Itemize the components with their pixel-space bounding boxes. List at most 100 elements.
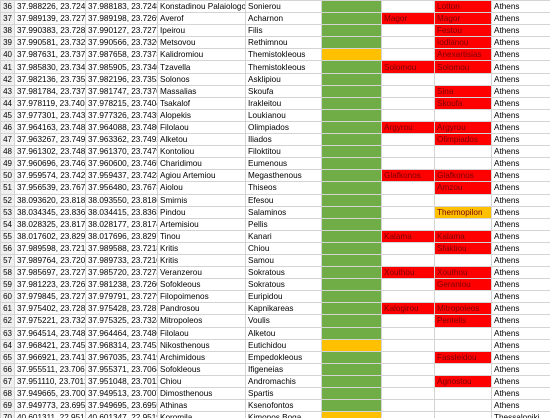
cell-street-a[interactable]: Kontoliou bbox=[157, 145, 246, 159]
cell-coordinates-a[interactable]: 37.978119, 23.740486 bbox=[14, 96, 86, 110]
cell-city[interactable]: Athens bbox=[491, 241, 550, 255]
cell-city[interactable]: Athens bbox=[491, 350, 550, 364]
cell-street-c[interactable] bbox=[381, 278, 435, 292]
cell-coordinates-a[interactable]: 37.981784, 23.737087 bbox=[14, 84, 86, 98]
cell-status-color[interactable] bbox=[321, 181, 382, 195]
cell-street-b[interactable]: Megasthenous bbox=[245, 169, 322, 183]
cell-street-a[interactable]: Athinas bbox=[157, 399, 246, 413]
cell-street-b[interactable]: Kimonos Boga bbox=[245, 411, 322, 418]
cell-street-b[interactable]: Themistokleous bbox=[245, 60, 322, 74]
cell-coordinates-b[interactable]: 37.961370, 23.747938 bbox=[85, 145, 158, 159]
cell-status-color[interactable] bbox=[321, 72, 382, 86]
row-number-header[interactable]: 50 bbox=[0, 169, 15, 183]
cell-street-d[interactable]: Anexartisias bbox=[434, 48, 492, 62]
cell-city[interactable]: Athens bbox=[491, 96, 550, 110]
cell-street-b[interactable]: Irakleitou bbox=[245, 96, 322, 110]
cell-status-color[interactable] bbox=[321, 302, 382, 316]
cell-street-a[interactable]: Archimidous bbox=[157, 350, 246, 364]
cell-coordinates-a[interactable]: 37.949773, 23.695461 bbox=[14, 399, 86, 413]
cell-street-b[interactable]: Kanari bbox=[245, 229, 322, 243]
cell-city[interactable]: Athens bbox=[491, 157, 550, 171]
cell-street-b[interactable]: Chiou bbox=[245, 241, 322, 255]
cell-street-d[interactable] bbox=[434, 253, 492, 268]
cell-status-color[interactable] bbox=[321, 278, 382, 292]
cell-street-c[interactable] bbox=[381, 205, 435, 219]
row-number-header[interactable]: 41 bbox=[0, 60, 15, 74]
cell-status-color[interactable] bbox=[321, 145, 382, 159]
cell-street-c[interactable] bbox=[381, 24, 435, 38]
cell-street-a[interactable]: Solonos bbox=[157, 72, 246, 86]
cell-street-a[interactable]: Pandrosou bbox=[157, 302, 246, 316]
cell-street-c[interactable] bbox=[381, 253, 435, 268]
cell-coordinates-a[interactable]: 37.985830, 23.734096 bbox=[14, 60, 86, 74]
cell-street-d[interactable] bbox=[434, 108, 492, 122]
cell-street-b[interactable]: Alketou bbox=[245, 326, 322, 340]
cell-street-c[interactable]: Kalama bbox=[381, 229, 435, 243]
cell-coordinates-a[interactable]: 37.966921, 23.741744 bbox=[14, 350, 86, 364]
cell-street-b[interactable]: Themistokleous bbox=[245, 48, 322, 62]
row-number-header[interactable]: 58 bbox=[0, 266, 15, 280]
cell-street-c[interactable] bbox=[381, 362, 435, 376]
cell-street-b[interactable]: Asklipiou bbox=[245, 72, 322, 86]
cell-city[interactable]: Athens bbox=[491, 278, 550, 292]
cell-street-c[interactable] bbox=[381, 290, 435, 304]
cell-street-c[interactable] bbox=[381, 411, 435, 418]
cell-status-color[interactable] bbox=[321, 338, 382, 352]
cell-coordinates-a[interactable]: 40.601311, 22.951769 bbox=[14, 411, 86, 418]
cell-street-a[interactable]: Charidimou bbox=[157, 157, 246, 171]
row-number-header[interactable]: 37 bbox=[0, 12, 15, 26]
cell-street-b[interactable]: Olimpiados bbox=[245, 120, 322, 135]
cell-street-b[interactable]: Loukianou bbox=[245, 108, 322, 122]
cell-street-c[interactable] bbox=[381, 48, 435, 62]
cell-street-a[interactable]: Mitropoleos bbox=[157, 314, 246, 328]
cell-status-color[interactable] bbox=[321, 374, 382, 389]
cell-street-b[interactable]: Salaminos bbox=[245, 205, 322, 219]
cell-street-d[interactable]: Fassleidou bbox=[434, 350, 492, 364]
cell-coordinates-b[interactable]: 37.975428, 23.728108 bbox=[85, 302, 158, 316]
cell-street-b[interactable]: Efesou bbox=[245, 193, 322, 207]
cell-coordinates-a[interactable]: 37.959574, 23.742855 bbox=[14, 169, 86, 183]
cell-street-d[interactable]: Lotton bbox=[434, 0, 492, 14]
cell-street-a[interactable]: Tsakalof bbox=[157, 96, 246, 110]
cell-street-c[interactable]: Glafkonos bbox=[381, 169, 435, 183]
cell-street-b[interactable]: Sokratous bbox=[245, 266, 322, 280]
cell-street-c[interactable] bbox=[381, 36, 435, 50]
cell-status-color[interactable] bbox=[321, 314, 382, 328]
cell-street-c[interactable] bbox=[381, 399, 435, 413]
cell-status-color[interactable] bbox=[321, 386, 382, 401]
cell-status-color[interactable] bbox=[321, 96, 382, 110]
row-number-header[interactable]: 44 bbox=[0, 96, 15, 110]
cell-street-a[interactable]: Alopekis bbox=[157, 108, 246, 122]
cell-status-color[interactable] bbox=[321, 108, 382, 122]
cell-street-b[interactable]: Iliados bbox=[245, 133, 322, 147]
cell-street-a[interactable]: Kritis bbox=[157, 241, 246, 255]
cell-city[interactable]: Athens bbox=[491, 36, 550, 50]
cell-street-b[interactable]: Eumenous bbox=[245, 157, 322, 171]
cell-status-color[interactable] bbox=[321, 193, 382, 207]
cell-street-d[interactable]: Sfaktiou bbox=[434, 241, 492, 255]
cell-coordinates-b[interactable]: 37.982196, 23.735342 bbox=[85, 72, 158, 86]
cell-city[interactable]: Athens bbox=[491, 120, 550, 135]
cell-street-a[interactable]: Filopoimenos bbox=[157, 290, 246, 304]
cell-status-color[interactable] bbox=[321, 326, 382, 340]
cell-street-c[interactable] bbox=[381, 374, 435, 389]
cell-street-d[interactable]: Agnostou bbox=[434, 374, 492, 389]
cell-street-d[interactable] bbox=[434, 290, 492, 304]
cell-street-c[interactable] bbox=[381, 84, 435, 98]
cell-street-d[interactable]: Solomou bbox=[434, 60, 492, 74]
cell-street-b[interactable]: Rethimnou bbox=[245, 36, 322, 50]
cell-street-c[interactable] bbox=[381, 96, 435, 110]
cell-city[interactable]: Athens bbox=[491, 362, 550, 376]
cell-status-color[interactable] bbox=[321, 266, 382, 280]
cell-street-d[interactable]: Mitropoleos bbox=[434, 302, 492, 316]
cell-coordinates-b[interactable]: 37.985720, 23.727323 bbox=[85, 266, 158, 280]
cell-city[interactable]: Athens bbox=[491, 253, 550, 268]
cell-street-b[interactable]: Samou bbox=[245, 253, 322, 268]
cell-coordinates-b[interactable]: 37.949695, 23.695572 bbox=[85, 399, 158, 413]
cell-street-d[interactable]: Kalama bbox=[434, 229, 492, 243]
cell-coordinates-a[interactable]: 37.989598, 23.721817 bbox=[14, 241, 86, 255]
cell-coordinates-b[interactable]: 37.981238, 23.726091 bbox=[85, 278, 158, 292]
cell-street-c[interactable] bbox=[381, 217, 435, 231]
cell-street-b[interactable]: Acharnon bbox=[245, 12, 322, 26]
cell-street-c[interactable] bbox=[381, 133, 435, 147]
